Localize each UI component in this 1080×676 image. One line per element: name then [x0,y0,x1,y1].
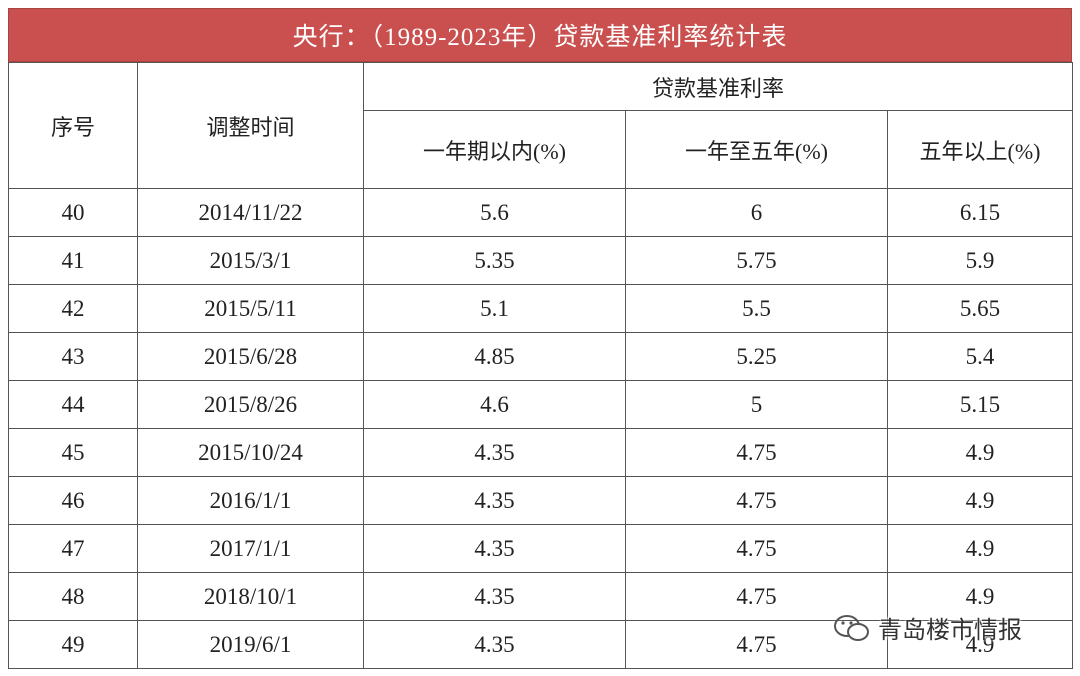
table-cell: 2015/8/26 [137,380,364,429]
table-cell: 4.35 [363,620,626,669]
table-row: 40 2014/11/22 5.6 6 6.15 [8,188,1074,237]
table-cell: 5.4 [886,332,1074,381]
table-cell: 5.5 [625,284,888,333]
table-cell: 4.9 [886,620,1074,669]
table-cell: 2014/11/22 [137,188,364,237]
table-cell: 4.9 [886,476,1074,525]
rate-table-sheet: 央行：（1989-2023年）贷款基准利率统计表 序号 调整时间 贷款基准利率 … [8,8,1074,669]
table-cell: 6 [625,188,888,237]
table-cell: 4.6 [363,380,626,429]
table-cell: 5 [625,380,888,429]
table-cell: 5.35 [363,236,626,285]
table-cell: 5.75 [625,236,888,285]
table-cell: 47 [8,524,138,573]
table-cell: 5.25 [625,332,888,381]
table-cell: 4.35 [363,476,626,525]
table-cell: 4.35 [363,428,626,477]
table-cell: 4.35 [363,572,626,621]
table-cell: 2015/10/24 [137,428,364,477]
table-cell: 4.85 [363,332,626,381]
table-cell: 4.75 [625,476,888,525]
header-cell: 一年至五年(%) [625,110,888,189]
table-cell: 5.6 [363,188,626,237]
table-cell: 2016/1/1 [137,476,364,525]
table-cell: 4.9 [886,524,1074,573]
table-cell: 2015/5/11 [137,284,364,333]
table-cell: 41 [8,236,138,285]
table-cell: 4.35 [363,524,626,573]
table-row: 49 2019/6/1 4.35 4.75 4.9 [8,620,1074,669]
table-cell: 6.15 [886,188,1074,237]
table-row: 45 2015/10/24 4.35 4.75 4.9 [8,428,1074,477]
table-title: 央行：（1989-2023年）贷款基准利率统计表 [8,8,1072,62]
table-cell: 4.75 [625,524,888,573]
table-cell: 2015/3/1 [137,236,364,285]
table-cell: 4.9 [886,428,1074,477]
table-cell: 5.15 [886,380,1074,429]
header-cell: 一年期以内(%) [363,110,626,189]
table-cell: 40 [8,188,138,237]
wechat-icon [834,614,869,641]
watermark-text: 青岛楼市情报 [878,616,1022,644]
table-cell: 42 [8,284,138,333]
table-cell: 44 [8,380,138,429]
header-cell: 贷款基准利率 [362,62,1074,111]
table-row: 47 2017/1/1 4.35 4.75 4.9 [8,524,1074,573]
table-cell: 5.65 [886,284,1074,333]
table-cell: 45 [8,428,138,477]
header-cell: 序号 [8,62,138,189]
table-row: 43 2015/6/28 4.85 5.25 5.4 [8,332,1074,381]
table-row: 41 2015/3/1 5.35 5.75 5.9 [8,236,1074,285]
table-cell: 5.1 [363,284,626,333]
header-cell: 调整时间 [137,62,364,189]
rate-table: 序号 调整时间 贷款基准利率 一年期以内(%) 一年至五年(%) 五年以上(%)… [8,62,1074,669]
table-cell: 46 [8,476,138,525]
table-cell: 2019/6/1 [137,620,364,669]
table-cell: 49 [8,620,138,669]
watermark: 青岛楼市情报 [832,610,1022,645]
table-cell: 4.75 [625,428,888,477]
table-cell: 2018/10/1 [137,572,364,621]
table-cell: 2017/1/1 [137,524,364,573]
table-row: 48 2018/10/1 4.35 4.75 4.9 [8,572,1074,621]
table-row: 44 2015/8/26 4.6 5 5.15 [8,380,1074,429]
table-row: 42 2015/5/11 5.1 5.5 5.65 [8,284,1074,333]
table-cell: 43 [8,332,138,381]
table-body: 40 2014/11/22 5.6 6 6.15 41 2015/3/1 5.35 5.75 5.… [8,188,1074,669]
table-row: 46 2016/1/1 4.35 4.75 4.9 [8,476,1074,525]
table-cell: 2015/6/28 [137,332,364,381]
table-cell: 5.9 [886,236,1074,285]
table-cell: 48 [8,572,138,621]
header-cell: 五年以上(%) [886,110,1074,189]
table-cell: 4.75 [625,620,888,669]
